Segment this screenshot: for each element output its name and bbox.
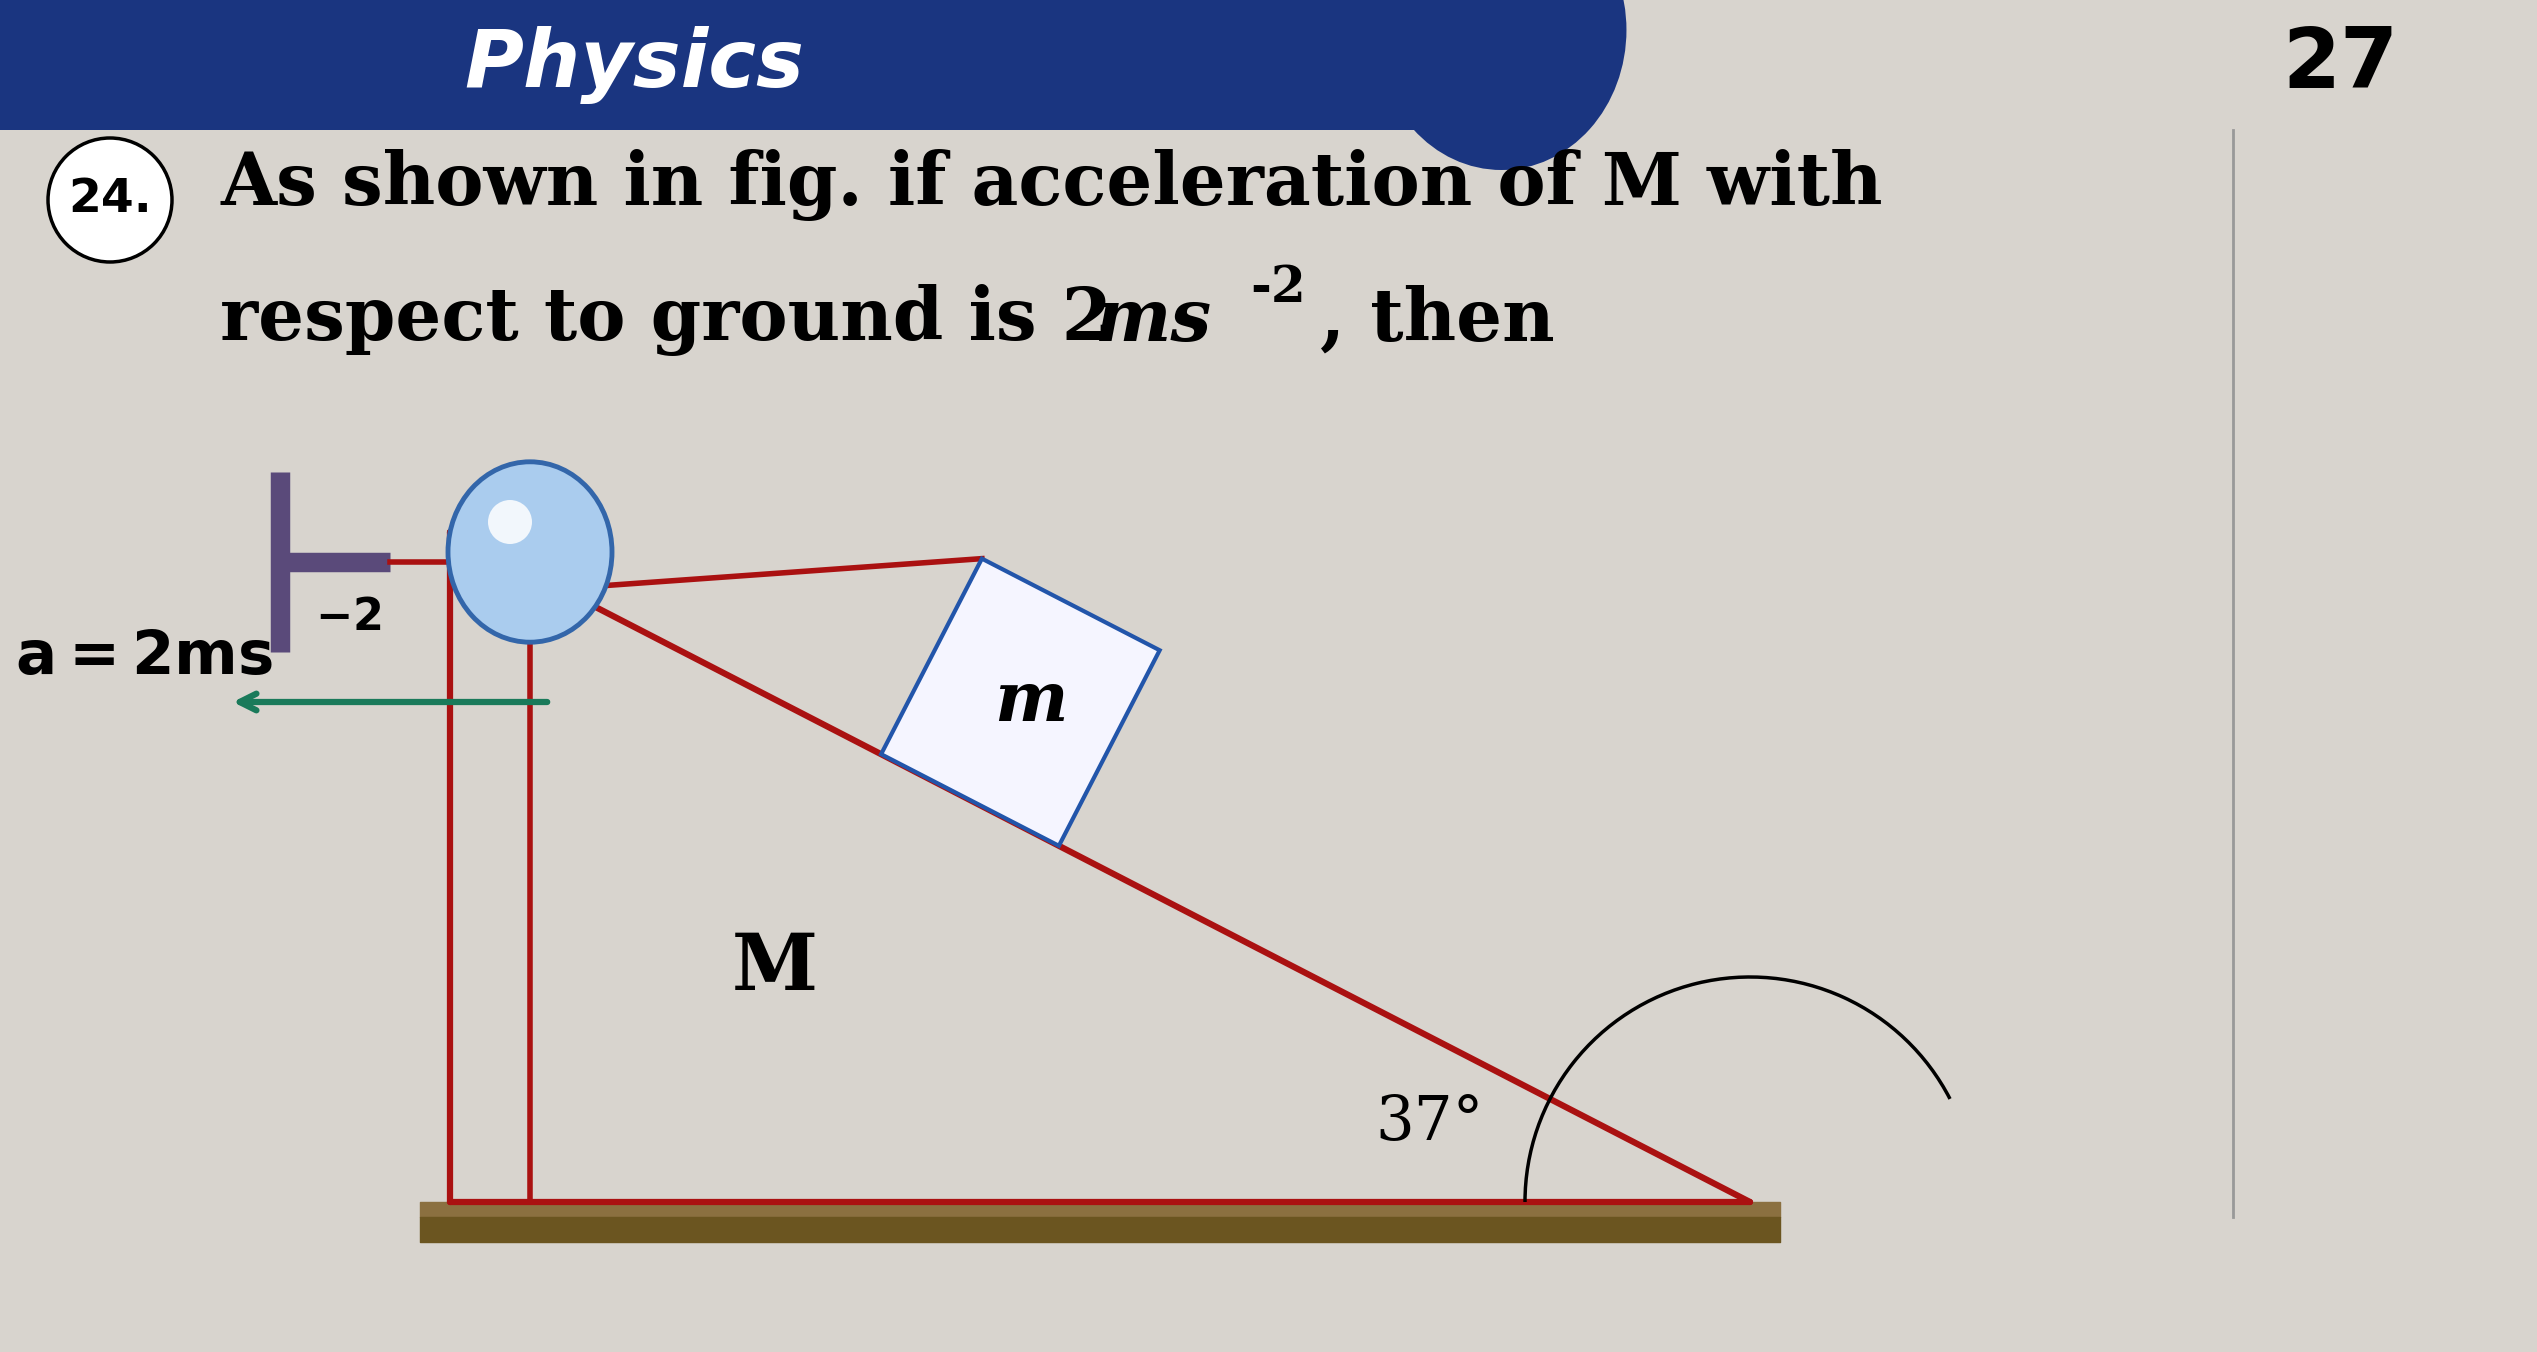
Text: $\mathbf{a{=}2ms}$: $\mathbf{a{=}2ms}$ bbox=[15, 627, 274, 687]
Circle shape bbox=[48, 138, 173, 262]
Text: -2: -2 bbox=[1251, 264, 1307, 312]
Text: , then: , then bbox=[1319, 284, 1555, 356]
Text: Physics: Physics bbox=[464, 26, 804, 104]
Text: M: M bbox=[733, 930, 817, 1006]
Ellipse shape bbox=[1378, 0, 1626, 170]
Text: $\mathbf{-2}$: $\mathbf{-2}$ bbox=[315, 595, 381, 638]
Text: As shown in fig. if acceleration of M with: As shown in fig. if acceleration of M wi… bbox=[221, 149, 1882, 220]
Text: m: m bbox=[995, 668, 1068, 735]
Text: 37°: 37° bbox=[1375, 1092, 1484, 1152]
Text: ms: ms bbox=[1096, 284, 1213, 356]
Text: 27: 27 bbox=[2283, 24, 2397, 105]
Text: respect to ground is 2: respect to ground is 2 bbox=[221, 284, 1137, 356]
Circle shape bbox=[487, 500, 533, 544]
Bar bbox=[0, 0, 1471, 130]
Polygon shape bbox=[880, 558, 1159, 846]
Ellipse shape bbox=[449, 462, 611, 642]
Text: 24.: 24. bbox=[68, 177, 152, 223]
